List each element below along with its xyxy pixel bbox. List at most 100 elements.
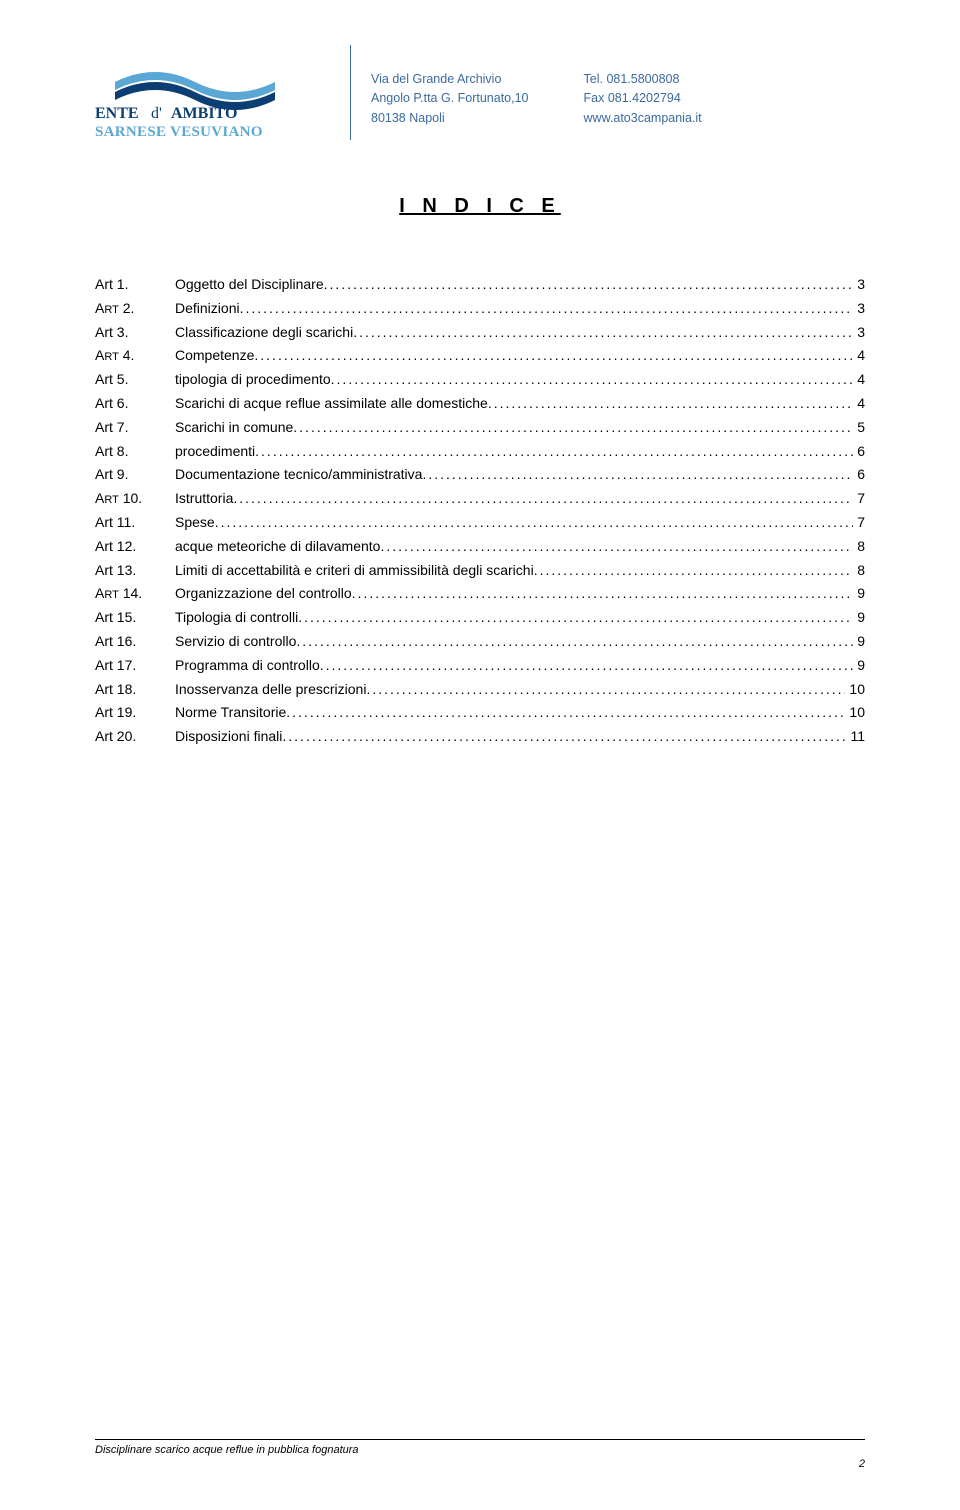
toc-label: Tipologia di controlli [175,606,298,630]
toc-article: Art 18. [95,678,175,702]
toc-page-number: 9 [853,606,865,630]
toc-label: procedimenti [175,440,255,464]
toc-page-number: 4 [853,344,865,368]
toc-row: ART 2.Definizioni 3 [95,297,865,321]
toc-label: Organizzazione del controllo [175,582,352,606]
toc-row: Art 6.Scarichi di acque reflue assimilat… [95,392,865,416]
toc-row: Art 17.Programma di controllo 9 [95,654,865,678]
toc-label: Oggetto del Disciplinare [175,273,324,297]
toc-label: Programma di controllo [175,654,320,678]
toc-article: Art 9. [95,463,175,487]
toc-article: Art 15. [95,606,175,630]
toc-article: Art 12. [95,535,175,559]
toc-leader-dots [324,273,854,297]
address-line: 80138 Napoli [371,109,529,128]
toc-page-number: 7 [853,487,865,511]
footer-page-number: 2 [859,1444,865,1470]
toc-leader-dots [254,344,853,368]
toc-article: ART 14. [95,582,175,606]
toc-page-number: 7 [853,511,865,535]
toc-page-number: 6 [853,463,865,487]
toc-leader-dots [380,535,853,559]
table-of-contents: Art 1.Oggetto del Disciplinare 3ART 2.De… [95,273,865,749]
toc-row: ART 14.Organizzazione del controllo 9 [95,582,865,606]
toc-row: ART 4.Competenze 4 [95,344,865,368]
toc-label: Classificazione degli scarichi [175,321,353,345]
toc-article: Art 7. [95,416,175,440]
svg-text:ENTE: ENTE [95,105,139,122]
toc-page-number: 4 [853,368,865,392]
toc-article: Art 1. [95,273,175,297]
toc-row: Art 13.Limiti di accettabilità e criteri… [95,559,865,583]
toc-label: Spese [175,511,215,535]
toc-page-number: 10 [845,678,865,702]
toc-article: Art 8. [95,440,175,464]
page-title: I N D I C E [95,195,865,218]
toc-article: ART 4. [95,344,175,368]
toc-article: Art 19. [95,701,175,725]
toc-leader-dots [488,392,853,416]
toc-row: Art 7.Scarichi in comune 5 [95,416,865,440]
toc-row: Art 19.Norme Transitorie 10 [95,701,865,725]
toc-label: Scarichi in comune [175,416,293,440]
toc-row: Art 3.Classificazione degli scarichi 3 [95,321,865,345]
footer-text: Disciplinare scarico acque reflue in pub… [95,1444,359,1456]
toc-page-number: 3 [853,297,865,321]
toc-label: Servizio di controllo [175,630,296,654]
toc-article: ART 10. [95,487,175,511]
toc-leader-dots [282,725,846,749]
toc-page-number: 6 [853,440,865,464]
header-text: Via del Grande Archivio Angolo P.tta G. … [371,60,702,128]
toc-page-number: 3 [853,273,865,297]
toc-leader-dots [233,487,853,511]
header-divider [350,45,351,140]
toc-row: Art 5.tipologia di procedimento 4 [95,368,865,392]
toc-leader-dots [331,368,854,392]
toc-leader-dots [534,559,854,583]
toc-label: tipologia di procedimento [175,368,331,392]
page-container: ENTE d' AMBITO SARNESE VESUVIANO Via del… [0,0,960,749]
toc-row: ART 10.Istruttoria 7 [95,487,865,511]
toc-leader-dots [366,678,845,702]
toc-leader-dots [422,463,853,487]
toc-label: Definizioni [175,297,240,321]
toc-row: Art 15.Tipologia di controlli 9 [95,606,865,630]
toc-article: Art 6. [95,392,175,416]
contact-line: Fax 081.4202794 [584,89,702,108]
toc-page-number: 8 [853,559,865,583]
toc-label: Disposizioni finali [175,725,282,749]
toc-leader-dots [353,321,853,345]
toc-leader-dots [255,440,853,464]
address-block: Via del Grande Archivio Angolo P.tta G. … [371,70,529,128]
toc-page-number: 9 [853,582,865,606]
toc-page-number: 9 [853,654,865,678]
toc-leader-dots [296,630,853,654]
toc-label: Scarichi di acque reflue assimilate alle… [175,392,488,416]
toc-article: Art 3. [95,321,175,345]
footer-row: Disciplinare scarico acque reflue in pub… [95,1444,865,1470]
toc-page-number: 11 [846,725,865,749]
toc-row: Art 1.Oggetto del Disciplinare 3 [95,273,865,297]
toc-row: Art 18.Inosservanza delle prescrizioni 1… [95,678,865,702]
letterhead: ENTE d' AMBITO SARNESE VESUVIANO Via del… [95,60,865,140]
toc-label: Istruttoria [175,487,233,511]
toc-leader-dots [298,606,853,630]
toc-page-number: 10 [845,701,865,725]
footer: Disciplinare scarico acque reflue in pub… [95,1439,865,1470]
svg-text:d': d' [151,105,162,122]
toc-article: Art 13. [95,559,175,583]
address-line: Via del Grande Archivio [371,70,529,89]
toc-row: Art 8.procedimenti 6 [95,440,865,464]
logo: ENTE d' AMBITO SARNESE VESUVIANO [95,60,310,138]
toc-row: Art 9.Documentazione tecnico/amministrat… [95,463,865,487]
toc-page-number: 9 [853,630,865,654]
svg-text:SARNESE VESUVIANO: SARNESE VESUVIANO [95,124,263,138]
toc-leader-dots [293,416,853,440]
toc-article: Art 17. [95,654,175,678]
svg-text:AMBITO: AMBITO [171,105,237,122]
toc-article: ART 2. [95,297,175,321]
toc-page-number: 4 [853,392,865,416]
toc-page-number: 5 [853,416,865,440]
toc-page-number: 8 [853,535,865,559]
logo-svg: ENTE d' AMBITO SARNESE VESUVIANO [95,60,290,138]
